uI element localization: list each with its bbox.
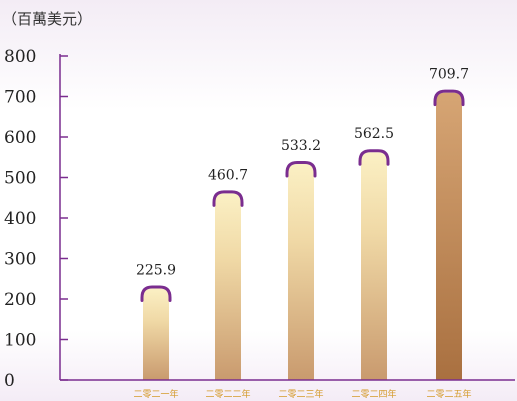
x-tick-label: 二零二一年 bbox=[133, 388, 178, 400]
data-label: 709.7 bbox=[429, 67, 469, 83]
y-tick-label: 200 bbox=[4, 290, 36, 310]
y-tick-label: 0 bbox=[4, 371, 15, 391]
x-axis: 二零二一年 二零二二年 二零二三年 二零二四年 二零二五年 bbox=[60, 379, 515, 400]
x-tick-label: 二零二四年 bbox=[351, 388, 396, 400]
x-tick-label: 二零二五年 bbox=[426, 388, 471, 400]
bar-cap bbox=[140, 285, 172, 303]
y-tick-label: 700 bbox=[4, 88, 36, 108]
y-tick-label: 800 bbox=[4, 47, 36, 67]
unit-label: （百萬美元） bbox=[2, 10, 92, 28]
bar bbox=[215, 193, 241, 380]
y-tick-label: 500 bbox=[4, 169, 36, 189]
x-tick-label: 二零二二年 bbox=[205, 388, 250, 400]
bar-series: 225.9 460.7 533.2 562.5 709.7 bbox=[136, 67, 469, 380]
bar-cap bbox=[358, 149, 390, 166]
y-tick-label: 600 bbox=[4, 128, 36, 148]
y-axis: 0 100 200 300 400 500 600 700 800 bbox=[4, 47, 68, 391]
bar bbox=[143, 288, 169, 380]
bar-cap bbox=[212, 190, 244, 207]
bar-cap bbox=[285, 161, 317, 178]
bar bbox=[288, 164, 314, 380]
y-tick-label: 100 bbox=[4, 331, 36, 351]
bar bbox=[361, 152, 387, 380]
data-label: 225.9 bbox=[136, 263, 176, 279]
x-tick-label: 二零二三年 bbox=[278, 388, 323, 400]
y-tick-label: 400 bbox=[4, 209, 36, 229]
bar-cap bbox=[433, 89, 465, 107]
y-tick-label: 300 bbox=[4, 250, 36, 270]
data-label: 533.2 bbox=[281, 138, 321, 154]
data-label: 460.7 bbox=[208, 167, 248, 183]
bar bbox=[436, 92, 462, 380]
data-label: 562.5 bbox=[354, 126, 394, 142]
